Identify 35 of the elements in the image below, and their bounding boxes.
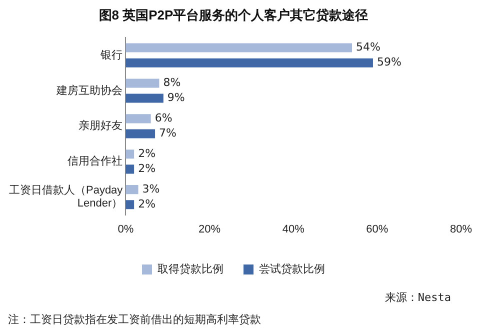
- data-label: 8%: [163, 76, 181, 90]
- source-note: 来源：Nesta: [384, 290, 451, 305]
- chart-title: 图8 英国P2P平台服务的个人客户其它贷款途径: [98, 7, 368, 22]
- legend-label: 尝试贷款比例: [259, 262, 325, 276]
- bar: [126, 94, 164, 103]
- bar: [126, 185, 138, 194]
- x-tick-label: 60%: [366, 223, 388, 236]
- data-label: 6%: [154, 112, 172, 125]
- x-tick-label: 20%: [198, 223, 221, 236]
- y-tick-label: 银行: [100, 49, 123, 62]
- bar: [126, 129, 156, 138]
- bar: [126, 150, 134, 159]
- data-label: 7%: [159, 126, 176, 140]
- data-label: 54%: [356, 40, 380, 54]
- x-tick-label: 0%: [118, 223, 134, 236]
- bar: [126, 164, 134, 174]
- data-label: 2%: [138, 146, 156, 160]
- data-label: 59%: [376, 56, 402, 69]
- y-tick-label: 信用合作社: [68, 154, 123, 168]
- data-label: 9%: [167, 91, 185, 104]
- y-tick-label: 工资日借款人（Payday Lender）: [8, 184, 124, 210]
- x-tick-label: 80%: [450, 223, 472, 236]
- legend-label: 取得贷款比例: [158, 262, 224, 276]
- bar: [126, 78, 160, 88]
- y-tick-label: 建房互助协会: [56, 84, 123, 97]
- text: 注：工资日贷款指在发工资前借出的短期高利率贷款: [8, 312, 261, 327]
- bar: [126, 114, 151, 124]
- bar: [126, 43, 352, 52]
- data-label: 2%: [138, 197, 156, 210]
- x-tick-label: 40%: [282, 223, 305, 236]
- y-tick-label: 亲朋好友: [78, 119, 123, 132]
- data-label: 2%: [138, 162, 156, 176]
- bar: [126, 58, 373, 68]
- data-label: 3%: [142, 182, 160, 196]
- bar: [126, 200, 134, 210]
